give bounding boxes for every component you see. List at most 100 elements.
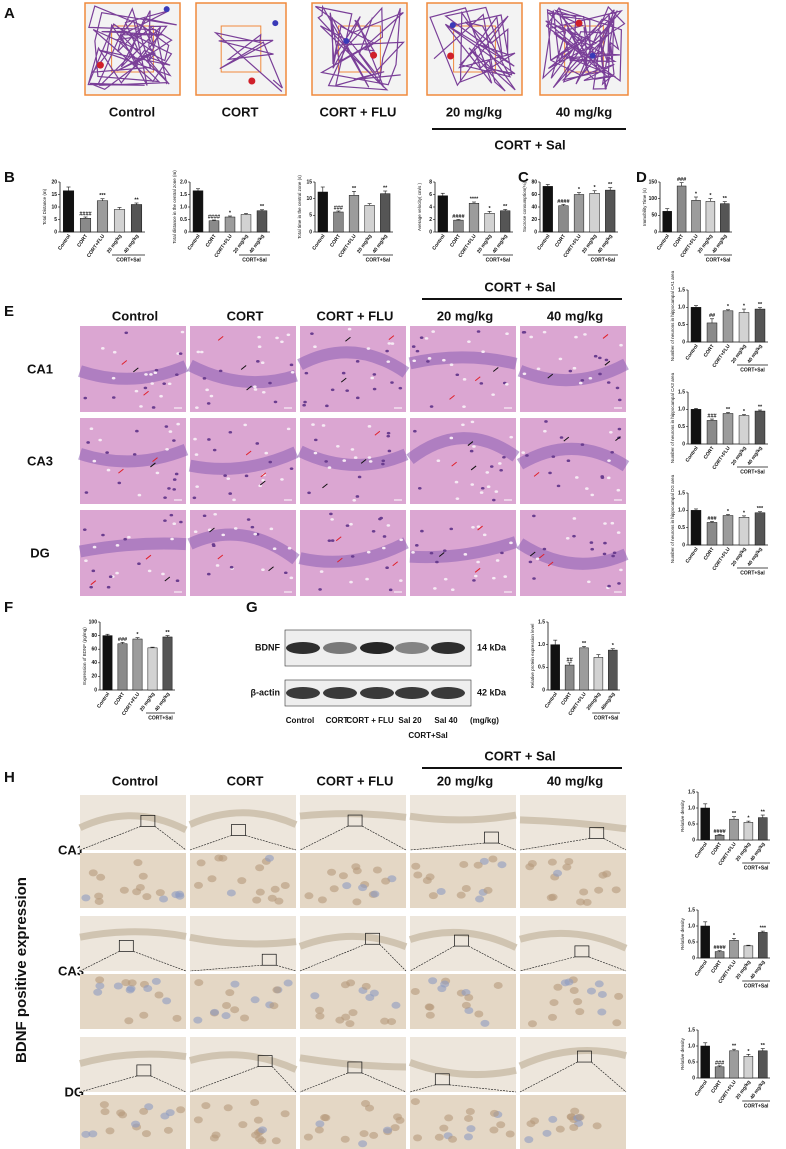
cell	[559, 436, 564, 439]
cell	[257, 335, 261, 339]
ihc-cell	[570, 1107, 580, 1115]
cell	[83, 396, 88, 400]
inset-box	[231, 824, 246, 836]
ihc-cell	[100, 1108, 110, 1116]
significance: **	[723, 196, 728, 202]
cell	[261, 568, 265, 572]
cell	[289, 467, 294, 470]
x-tick-label: Control	[685, 445, 700, 464]
inset-box	[136, 1064, 152, 1077]
arrow	[143, 390, 149, 396]
cell	[213, 512, 217, 516]
arrow	[492, 367, 499, 372]
cell	[455, 497, 460, 500]
cell	[607, 584, 611, 588]
ihc-cell	[88, 869, 98, 877]
cell	[330, 388, 335, 392]
ihc-cell	[95, 976, 105, 984]
significance: ##	[709, 313, 715, 319]
cell	[106, 585, 111, 589]
y-tick-label: 15	[306, 179, 312, 185]
cell	[151, 406, 156, 409]
start-dot	[96, 61, 104, 69]
inset-box	[454, 934, 469, 947]
column-label: Control	[109, 104, 155, 119]
cell	[455, 373, 460, 377]
column-label: Control	[112, 308, 158, 323]
cell	[470, 483, 475, 486]
cell	[355, 495, 360, 498]
y-tick-label: 1.5	[678, 287, 685, 293]
y-axis-title: Total distance in the central zone (m)	[172, 170, 177, 244]
cell	[226, 477, 231, 480]
cell	[324, 460, 328, 463]
ihc-cell	[253, 1116, 263, 1124]
cell	[92, 459, 97, 463]
inset-line	[154, 826, 187, 851]
y-tick-label: 80	[91, 633, 97, 639]
significance: *	[743, 409, 746, 415]
significance: **	[260, 204, 265, 210]
cell	[82, 528, 87, 531]
ihc-cell	[473, 861, 483, 869]
cell	[590, 493, 595, 497]
cell	[578, 381, 583, 385]
cell	[589, 541, 594, 544]
track-path	[213, 31, 283, 92]
cell	[243, 423, 247, 427]
cell	[415, 544, 419, 547]
ihc-cell	[346, 979, 356, 987]
cell	[327, 466, 332, 469]
inset-box	[577, 1050, 592, 1063]
significance: **	[758, 302, 763, 308]
track-box	[195, 2, 287, 96]
cell	[349, 522, 353, 526]
cell	[381, 462, 385, 466]
arrow	[547, 561, 554, 567]
arrow	[209, 527, 215, 533]
cell-layer	[78, 360, 189, 385]
cell	[86, 441, 90, 444]
cell	[272, 547, 277, 551]
ihc-cell	[597, 1008, 607, 1016]
column-label: 20 mg/kg	[437, 773, 493, 788]
y-tick-label: 5	[309, 213, 312, 219]
ihc-cell	[465, 1108, 475, 1116]
ihc-cell	[489, 1126, 499, 1134]
significance: ###	[118, 637, 127, 643]
arrow	[145, 554, 152, 560]
cell	[556, 484, 561, 488]
inset-line	[245, 835, 297, 851]
inset-box	[484, 831, 499, 844]
ihc-cell	[255, 888, 265, 896]
cell	[450, 588, 455, 592]
y-tick-label: 0.5	[678, 525, 685, 531]
end-dot	[272, 20, 279, 27]
arrow	[451, 461, 457, 467]
cell	[542, 547, 547, 551]
ihc-cell	[303, 1133, 313, 1141]
ihc-cell	[345, 1020, 355, 1028]
inset-line	[449, 1084, 517, 1093]
x-tick-label: 40 mg/kg	[746, 546, 763, 567]
cell	[321, 424, 326, 427]
cell	[604, 358, 609, 362]
bar	[754, 410, 766, 445]
cell	[179, 520, 183, 524]
ihc-cell	[269, 1002, 279, 1010]
cell	[135, 429, 139, 433]
bar	[720, 203, 730, 233]
ihc-cell	[172, 1014, 182, 1022]
cell	[485, 471, 490, 474]
blot-band	[431, 687, 465, 699]
ihc-cell	[387, 1018, 397, 1026]
inset-line	[133, 951, 187, 972]
cell	[381, 459, 386, 463]
ihc-cell	[359, 1130, 369, 1138]
inset-line	[189, 835, 232, 851]
cell	[134, 389, 139, 393]
inset-box	[434, 1073, 450, 1086]
column-label: 40 mg/kg	[547, 773, 603, 788]
ihc-layer	[519, 816, 627, 833]
cell	[542, 330, 547, 334]
